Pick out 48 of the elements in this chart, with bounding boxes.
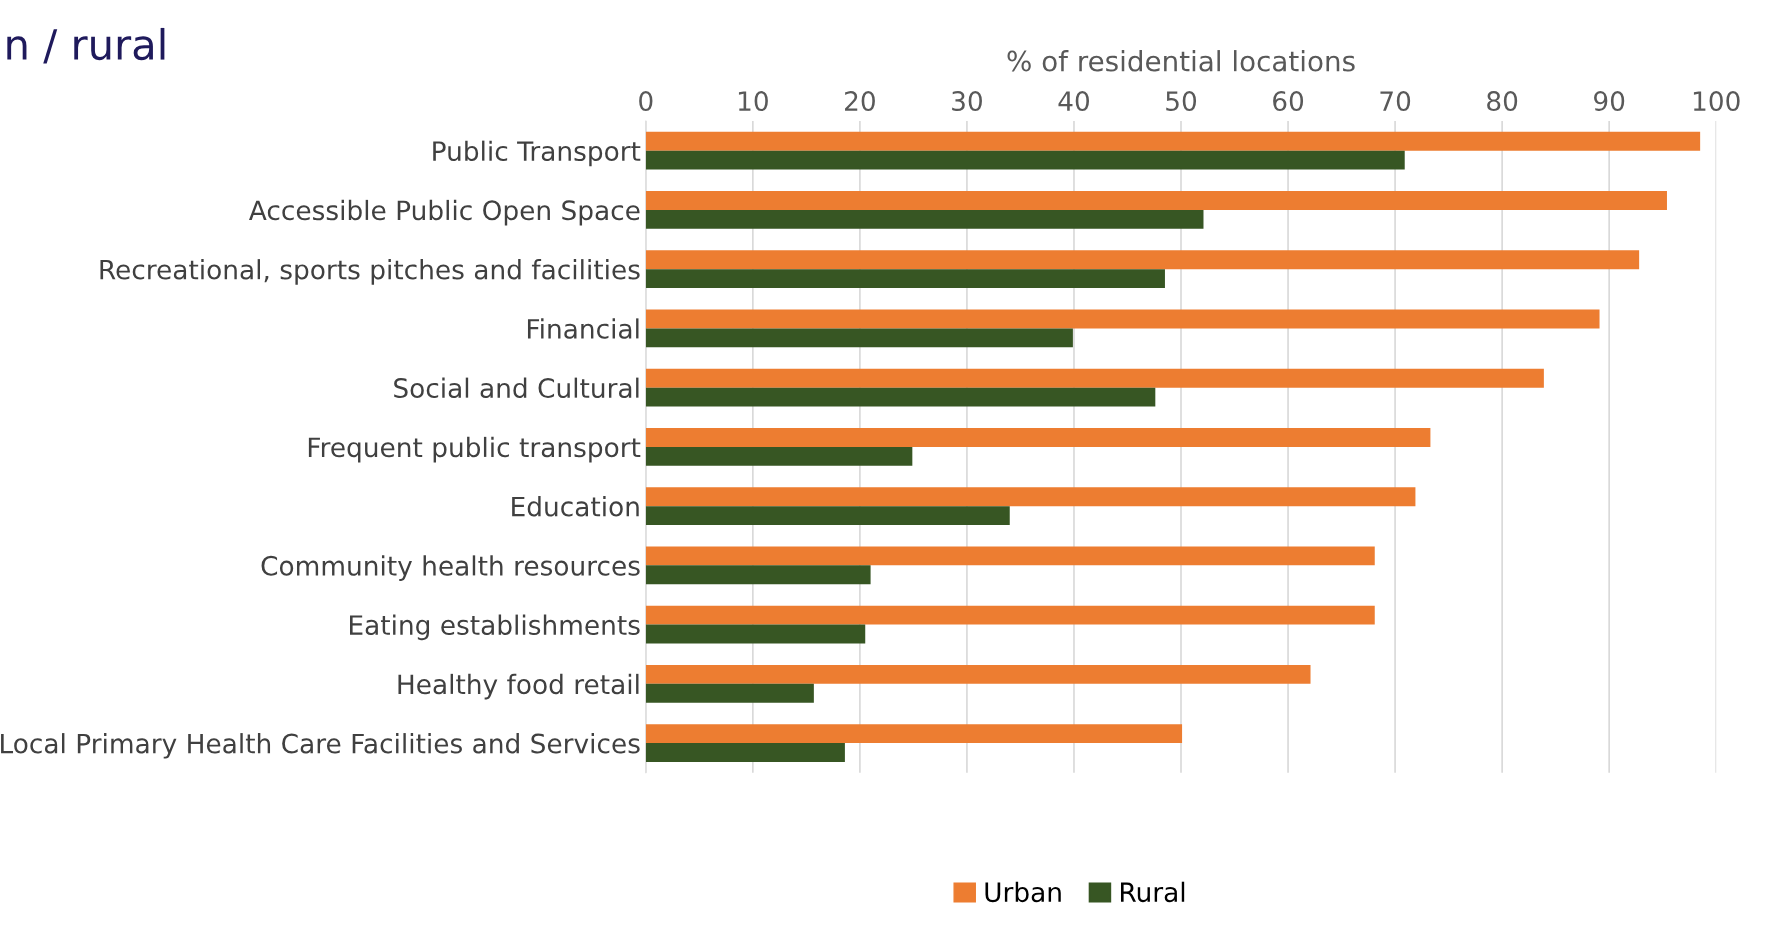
- bar: [645, 565, 871, 585]
- bar: [645, 387, 1156, 407]
- bar: [645, 209, 1204, 229]
- y-tick-label: Accessible Public Open Space: [248, 199, 640, 226]
- x-tick-label: 10: [738, 91, 768, 112]
- bar: [645, 546, 1375, 566]
- x-tick-label: 70: [1380, 91, 1411, 112]
- bar: [645, 427, 1431, 447]
- bar: [645, 250, 1640, 270]
- legend-label: Urban: [985, 881, 1061, 903]
- x-tick-label: 50: [1166, 91, 1197, 112]
- bar: [645, 131, 1701, 151]
- x-axis-title: % of residential locations: [1007, 50, 1355, 72]
- y-tick-label: Social and Cultural: [394, 377, 639, 399]
- y-tick-label: Public Transport: [433, 140, 641, 167]
- bar: [645, 624, 866, 644]
- bar: [645, 150, 1405, 170]
- y-tick-label: Financial: [527, 318, 639, 339]
- bar: [645, 309, 1600, 329]
- bar: [645, 368, 1544, 388]
- y-tick-label: Community health resources: [261, 555, 640, 581]
- bar: [645, 683, 814, 703]
- x-tick-label: 100: [1693, 91, 1740, 112]
- text: n / rural: [7, 27, 165, 64]
- bar: [645, 743, 845, 763]
- bar: [645, 506, 1010, 526]
- x-tick-label: 30: [952, 91, 982, 112]
- y-tick-label: Frequent public transport: [308, 436, 641, 463]
- bar: [645, 605, 1375, 625]
- bar: [645, 190, 1667, 210]
- x-tick-label: 0: [639, 91, 653, 112]
- x-tick-label: 20: [845, 91, 875, 112]
- bar: [645, 664, 1311, 684]
- bar: [645, 724, 1183, 744]
- legend-label: Rural: [1121, 881, 1185, 903]
- y-tick-label: Healthy food retail: [398, 673, 639, 700]
- x-tick-label: 90: [1594, 91, 1625, 112]
- bar: [645, 328, 1073, 348]
- y-tick-label: Eating establishments: [350, 614, 640, 641]
- bar: [645, 487, 1416, 507]
- y-tick-label: Recreational, sports pitches and facilities: [100, 259, 640, 285]
- y-tick-label: Local Primary Health Care Facilities and Services: [1, 733, 640, 759]
- bar: [645, 269, 1165, 289]
- x-tick-label: 40: [1058, 91, 1090, 112]
- bar: [645, 446, 913, 466]
- x-tick-label: 60: [1273, 91, 1304, 112]
- x-tick-label: 80: [1487, 91, 1518, 112]
- y-tick-label: Education: [512, 496, 639, 517]
